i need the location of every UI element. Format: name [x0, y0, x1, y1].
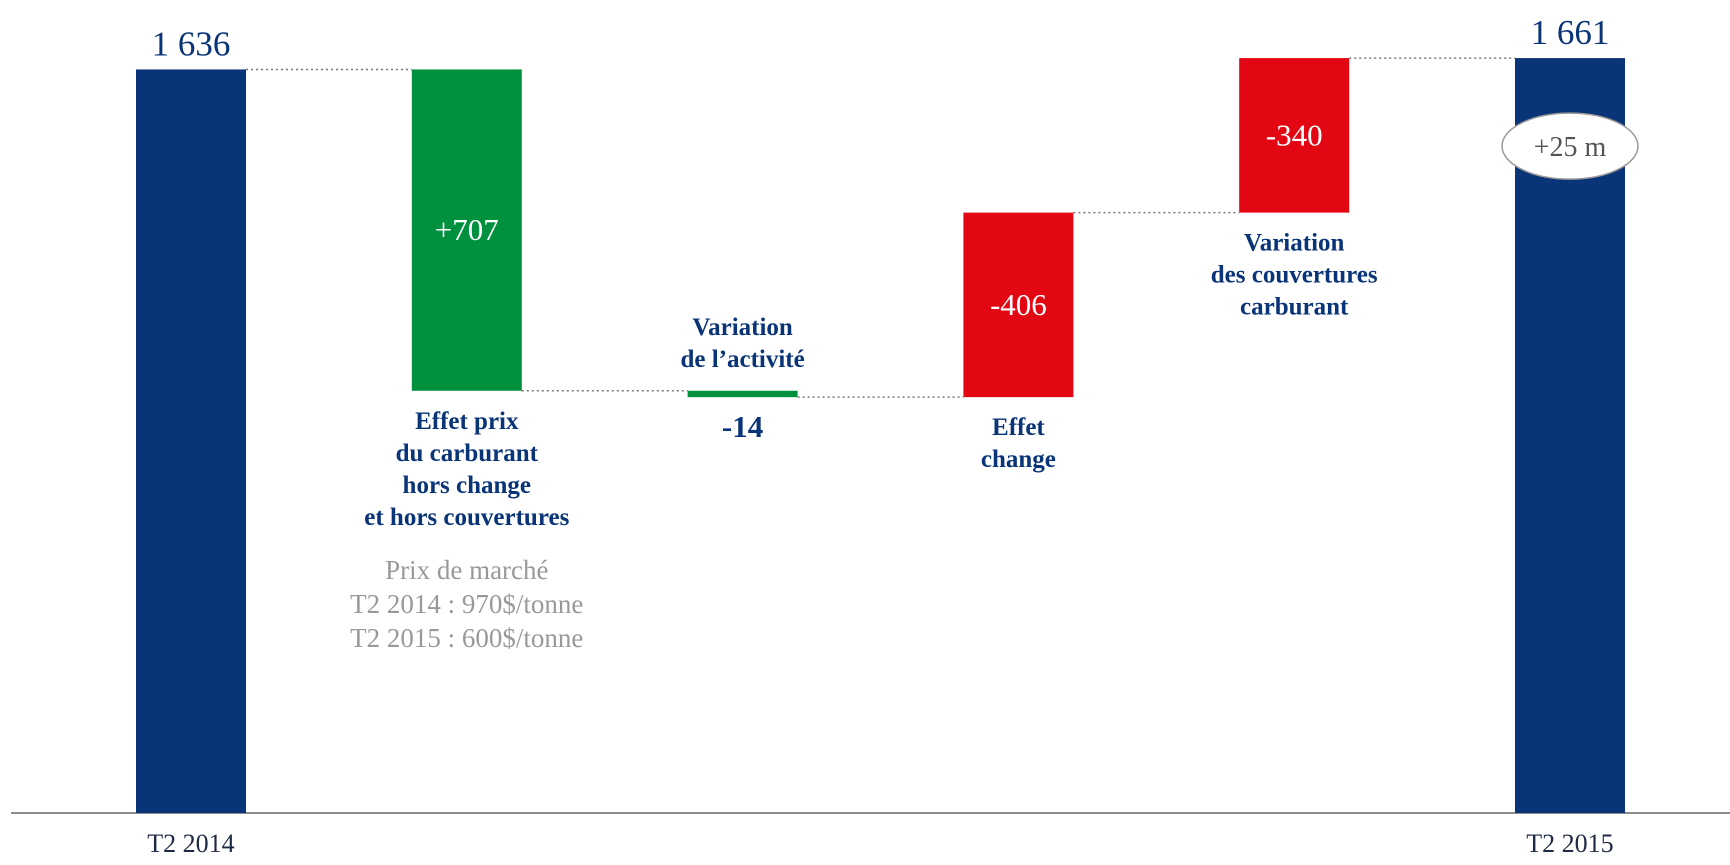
value-label: -406	[990, 287, 1047, 322]
value-label: -14	[722, 409, 763, 444]
category-label: Variation	[1244, 230, 1345, 257]
bar	[411, 69, 522, 391]
category-label: hors change	[403, 472, 531, 499]
category-label: et hors couvertures	[364, 504, 569, 531]
annotation-bubble	[1501, 112, 1639, 180]
category-label: Variation	[692, 314, 793, 341]
bar	[687, 390, 798, 398]
value-label: +707	[435, 212, 499, 247]
category-label: Effet	[992, 414, 1045, 441]
value-label: -340	[1266, 117, 1323, 152]
value-label: 1 661	[1531, 13, 1610, 52]
category-label: carburant	[1240, 294, 1349, 321]
note: Prix de marché	[385, 555, 548, 585]
note: T2 2014 : 970$/tonne	[350, 589, 583, 619]
value-label: 1 636	[152, 24, 231, 63]
x-tick-label: T2 2015	[1526, 829, 1613, 858]
category-label: change	[981, 446, 1056, 473]
category-label: de l’activité	[680, 346, 804, 373]
note: T2 2015 : 600$/tonne	[350, 623, 583, 653]
x-tick-label: T2 2014	[147, 829, 234, 858]
bar	[1239, 58, 1350, 213]
annotation: +25 m	[1534, 132, 1607, 163]
bar	[136, 69, 246, 813]
bar	[963, 212, 1074, 398]
bar	[1515, 58, 1625, 813]
category-label: Effet prix	[415, 408, 519, 435]
category-label: du carburant	[396, 440, 539, 467]
category-label: des couvertures	[1211, 262, 1378, 289]
